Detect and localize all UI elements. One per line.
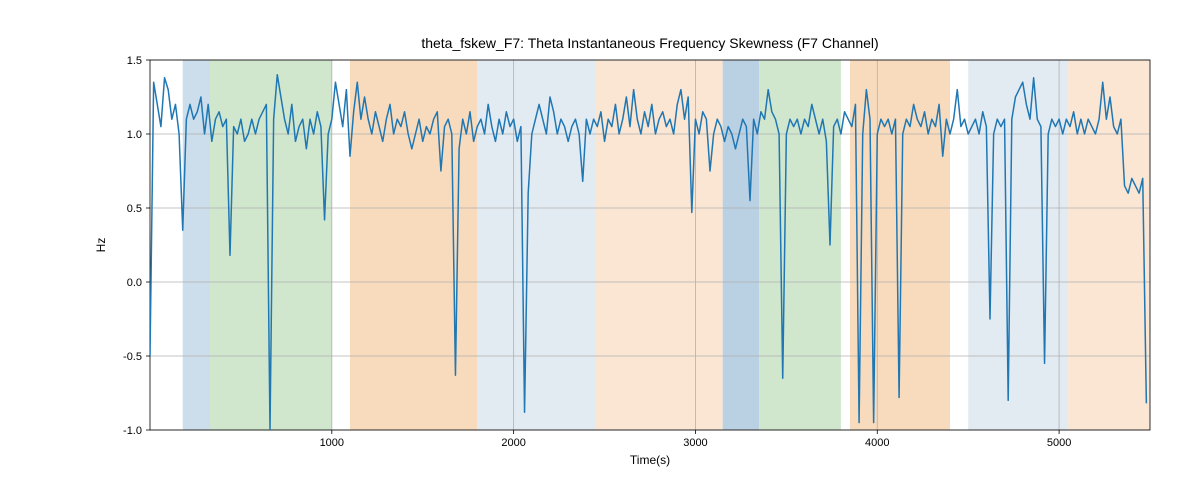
chart-title: theta_fskew_F7: Theta Instantaneous Freq…: [421, 35, 878, 51]
y-tick-label: -0.5: [123, 351, 142, 363]
band-region: [759, 60, 841, 430]
x-tick-label: 2000: [501, 437, 525, 449]
chart-container: 1000 2000 3000 4000 5000 -1.0 -0.5 0.0 0.5 1.0 1.5…: [0, 0, 1200, 500]
y-tick-label: 1.5: [127, 55, 142, 67]
x-axis-label: Time(s): [630, 453, 670, 467]
x-tick-label: 5000: [1047, 437, 1071, 449]
y-axis-label: Hz: [94, 238, 108, 253]
y-tick-label: 0.0: [127, 277, 142, 289]
x-tick-label: 3000: [683, 437, 707, 449]
band-region: [1068, 60, 1150, 430]
x-tick-label: 1000: [320, 437, 344, 449]
x-tick-label: 4000: [865, 437, 889, 449]
y-tick-label: 1.0: [127, 129, 142, 141]
band-region: [595, 60, 722, 430]
chart-svg: 1000 2000 3000 4000 5000 -1.0 -0.5 0.0 0.5 1.0 1.5…: [0, 0, 1200, 500]
y-tick-label: 0.5: [127, 203, 142, 215]
band-region: [723, 60, 759, 430]
y-tick-label: -1.0: [123, 425, 142, 437]
